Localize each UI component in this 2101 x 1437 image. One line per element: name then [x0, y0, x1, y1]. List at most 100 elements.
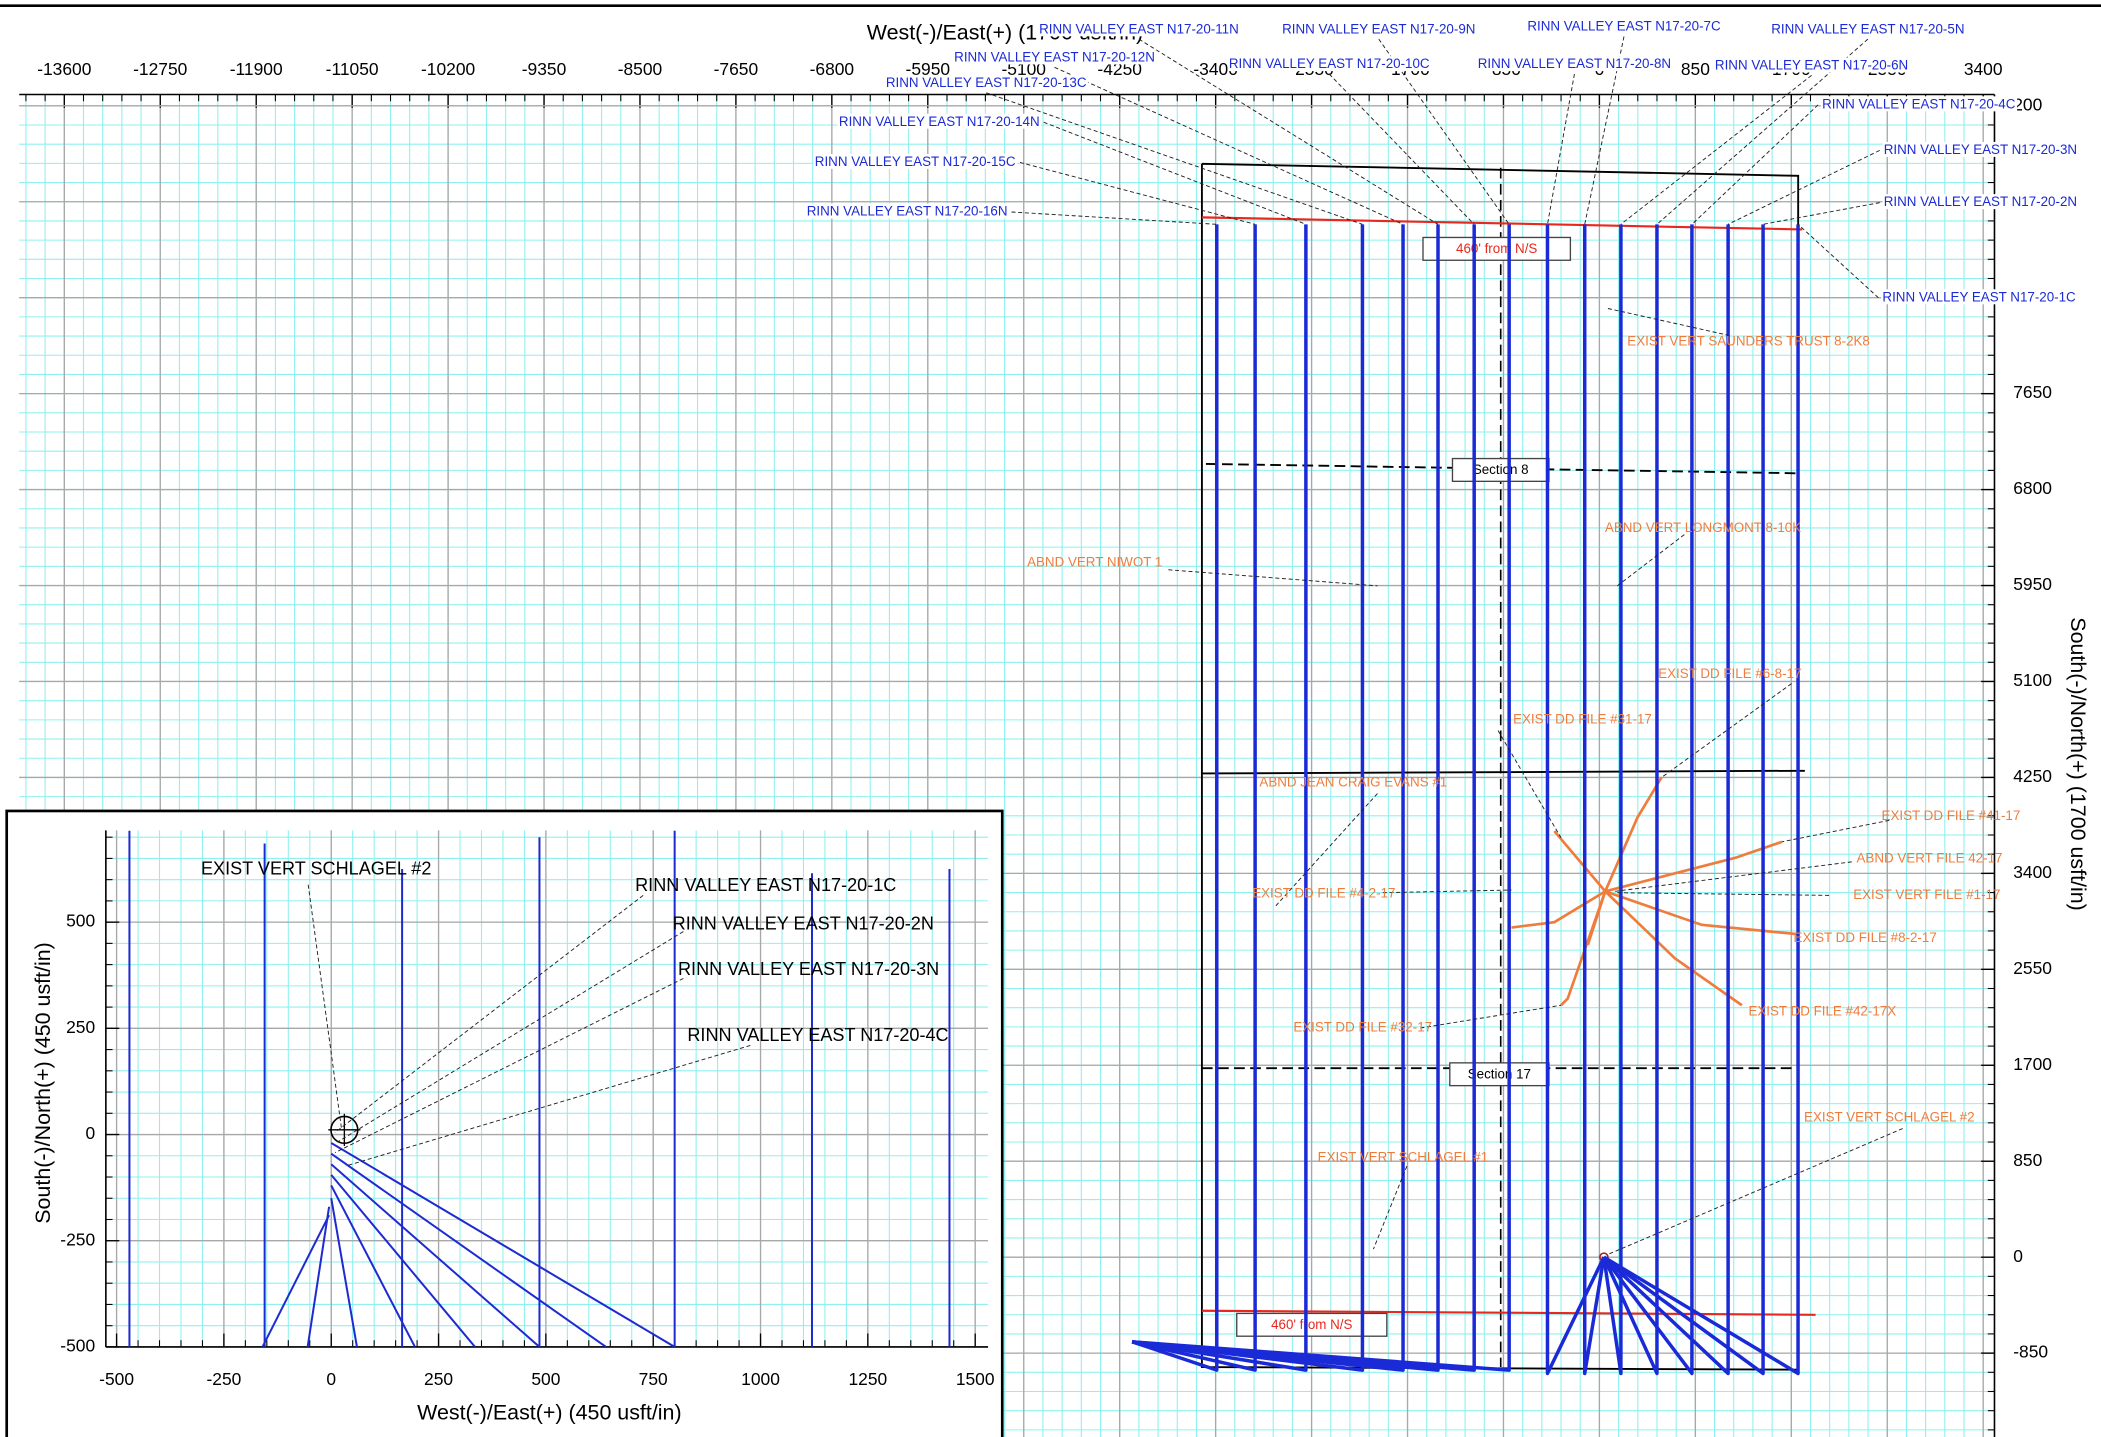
well-label: RINN VALLEY EAST N17-20-9N	[1282, 21, 1475, 36]
wellpaths	[128, 830, 951, 1347]
x-tick-label: 0	[326, 1369, 336, 1389]
label-background	[837, 113, 1041, 129]
well-label: RINN VALLEY EAST N17-20-8N	[1478, 56, 1671, 71]
well-label: RINN VALLEY EAST N17-20-13C	[886, 75, 1087, 90]
setback-label: 460' from N/S	[1271, 1317, 1352, 1332]
leader-line	[1054, 66, 1404, 225]
y-tick-label: -500	[60, 1336, 95, 1356]
y-tick-label: 6800	[2013, 478, 2052, 498]
leader-line	[1797, 223, 1879, 299]
annotation: RINN VALLEY EAST N17-20-3N	[678, 959, 939, 979]
offset-well-label: EXIST VERT FILE #1-17	[1853, 887, 2000, 902]
x-tick-label: -6800	[810, 59, 855, 79]
well-label: RINN VALLEY EAST N17-20-12N	[954, 49, 1155, 64]
leader-line	[1584, 36, 1625, 225]
well-label: RINN VALLEY EAST N17-20-6N	[1715, 57, 1908, 72]
leader-line	[1420, 1004, 1562, 1029]
leader-line	[1043, 121, 1307, 225]
leader-line	[1382, 889, 1512, 894]
leader-line	[1617, 533, 1686, 587]
leader-line	[345, 1044, 751, 1167]
leader-line	[1614, 892, 1830, 896]
offset-well-label: EXIST DD FILE #41-17	[1882, 808, 2021, 823]
label-background	[1713, 57, 1910, 73]
x-tick-label: -11050	[326, 59, 379, 79]
offset-well-label: ABND VERT FILE 42-17	[1857, 851, 2003, 866]
leader-line	[1011, 211, 1217, 225]
x-tick-label: 500	[531, 1369, 560, 1389]
label-background	[813, 153, 1018, 169]
y-tick-label: 850	[2013, 1150, 2042, 1170]
wellpath	[330, 1174, 476, 1347]
wellpath	[1131, 224, 1219, 1372]
wellpath	[1131, 224, 1365, 1372]
wellpath	[330, 1185, 416, 1347]
x-tick-label: -7650	[714, 59, 759, 79]
leader-line	[334, 894, 644, 1133]
section-label: Section 17	[1468, 1066, 1531, 1081]
label-background	[1882, 194, 2079, 210]
wellpath	[330, 1152, 607, 1347]
y-tick-label: 200	[2013, 94, 2042, 114]
labels: -500 -250 0 250 500 750 1000 1250 1500 -500 -250 0 2…	[31, 859, 995, 1425]
annotation: RINN VALLEY EAST N17-20-4C	[687, 1025, 948, 1045]
well-label: RINN VALLEY EAST N17-20-10C	[1229, 56, 1430, 71]
wellpath	[330, 1142, 676, 1347]
offset-wellpath	[1604, 890, 1799, 936]
wellpath	[330, 1198, 358, 1347]
y-axis-title: South(-)/North(+) (1700 usft/in)	[2066, 617, 2090, 910]
label-background	[1526, 18, 1723, 34]
annotation: RINN VALLEY EAST N17-20-2N	[673, 914, 934, 934]
well-label: RINN VALLEY EAST N17-20-5N	[1771, 21, 1964, 36]
x-tick-label: 1250	[848, 1369, 887, 1389]
well-label: RINN VALLEY EAST N17-20-7C	[1527, 19, 1721, 34]
leader-line	[1782, 819, 1890, 843]
section-label: Section 8	[1473, 462, 1529, 477]
label-background	[1227, 56, 1432, 72]
wellpath	[1131, 224, 1257, 1372]
x-tick-label: -5950	[906, 59, 951, 79]
offset-well-label: EXIST DD FILE #32-17	[1293, 1020, 1432, 1035]
well-label: RINN VALLEY EAST N17-20-4C	[1822, 96, 2016, 111]
x-tick-label: -3400	[1193, 59, 1238, 79]
label-box	[1422, 236, 1572, 261]
label-background	[1280, 21, 1477, 37]
leader-line	[1691, 104, 1819, 225]
y-tick-label: 250	[66, 1017, 95, 1037]
offset-well-label: EXIST VERT SCHLAGEL #2	[1804, 1109, 1974, 1124]
leader-line	[1019, 161, 1256, 225]
leader-line	[1547, 73, 1575, 225]
wellpath	[306, 1206, 331, 1347]
y-tick-label: 5950	[2013, 574, 2052, 594]
offset-well-label: ABND VERT LONGMONT 8-10K	[1605, 520, 1801, 535]
label-background	[952, 49, 1157, 65]
y-tick-label: 2550	[2013, 958, 2052, 978]
x-tick-label: 1000	[741, 1369, 780, 1389]
label-background	[1476, 56, 1673, 72]
leader-line	[1328, 73, 1475, 225]
leader-line	[1138, 38, 1439, 225]
x-tick-label: -8500	[618, 59, 663, 79]
leader-line	[1497, 730, 1562, 838]
offset-wellpath	[1604, 840, 1783, 893]
offset-well-label: EXIST VERT SCHLAGEL #1	[1318, 1150, 1488, 1165]
label-background	[884, 74, 1089, 90]
x-tick-label: -11900	[230, 59, 283, 79]
grid	[105, 830, 989, 1348]
label-background	[1820, 96, 2018, 112]
well-label: RINN VALLEY EAST N17-20-2N	[1884, 194, 2077, 209]
inset-plan-view: -500 -250 0 250 500 750 1000 1250 1500 -500 -250 0 2…	[5, 809, 1004, 1437]
y-tick-label: -250	[60, 1229, 95, 1249]
x-tick-label: -9350	[522, 59, 567, 79]
offset-wellpath	[1604, 776, 1663, 892]
y-axis-title: South(-)/North(+) (450 usft/in)	[31, 942, 55, 1224]
offset-wellpath	[1511, 890, 1606, 929]
well-label: RINN VALLEY EAST N17-20-3N	[1884, 142, 2077, 157]
y-tick-label: 0	[85, 1123, 95, 1143]
leader-line	[337, 931, 684, 1143]
leader-line	[1378, 38, 1510, 225]
y-tick-label: 4250	[2013, 766, 2052, 786]
offset-wellpath	[1586, 890, 1607, 946]
x-tick-label: 250	[424, 1369, 453, 1389]
